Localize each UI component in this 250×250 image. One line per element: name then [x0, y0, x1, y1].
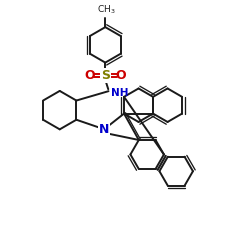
Text: S: S: [101, 69, 110, 82]
Text: CH$_3$: CH$_3$: [97, 4, 116, 16]
Text: O: O: [85, 69, 95, 82]
Text: NH: NH: [112, 88, 129, 98]
Text: N: N: [99, 123, 109, 136]
Text: O: O: [115, 69, 126, 82]
